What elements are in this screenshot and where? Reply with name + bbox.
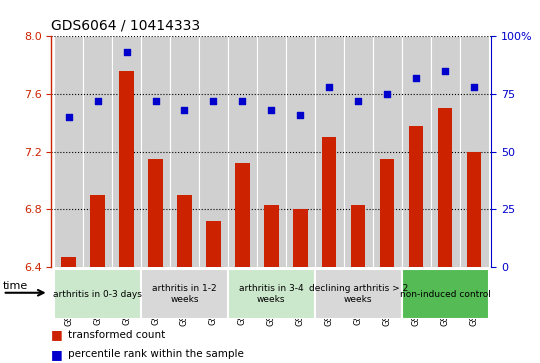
Bar (315, 36, 344, 267)
Bar (228, 36, 257, 267)
Text: arthritis in 1-2
weeks: arthritis in 1-2 weeks (152, 284, 217, 304)
Bar (438, 108, 453, 267)
Bar (467, 152, 481, 267)
Bar (83, 36, 112, 267)
Point (296, 112, 305, 118)
Bar (315, 269, 402, 319)
Point (412, 75, 421, 81)
Bar (141, 36, 170, 267)
Point (354, 98, 362, 104)
Bar (257, 36, 286, 267)
Bar (177, 195, 192, 267)
Bar (402, 36, 430, 267)
Bar (293, 209, 308, 267)
Point (151, 98, 160, 104)
Text: ■: ■ (51, 328, 63, 341)
Bar (206, 221, 221, 267)
Bar (460, 36, 489, 267)
Point (122, 49, 131, 55)
Bar (141, 269, 228, 319)
Bar (62, 257, 76, 267)
Point (325, 84, 334, 90)
Point (267, 107, 276, 113)
Bar (344, 36, 373, 267)
Text: time: time (3, 281, 28, 291)
Bar (119, 71, 134, 267)
Text: non-induced control: non-induced control (400, 290, 490, 298)
Bar (148, 159, 163, 267)
Bar (402, 269, 489, 319)
Bar (228, 269, 315, 319)
Bar (322, 137, 336, 267)
Bar (235, 163, 249, 267)
Bar (430, 36, 460, 267)
Point (383, 91, 391, 97)
Point (209, 98, 218, 104)
Bar (54, 269, 141, 319)
Bar (351, 205, 366, 267)
Text: arthritis in 0-3 days: arthritis in 0-3 days (53, 290, 142, 298)
Point (238, 98, 247, 104)
Text: percentile rank within the sample: percentile rank within the sample (68, 349, 244, 359)
Bar (264, 205, 279, 267)
Point (180, 107, 189, 113)
Text: transformed count: transformed count (68, 330, 165, 340)
Bar (199, 36, 228, 267)
Point (441, 68, 449, 74)
Bar (54, 36, 83, 267)
Text: GDS6064 / 10414333: GDS6064 / 10414333 (51, 19, 200, 32)
Bar (286, 36, 315, 267)
Bar (112, 36, 141, 267)
Bar (373, 36, 402, 267)
Bar (170, 36, 199, 267)
Bar (90, 195, 105, 267)
Bar (409, 126, 423, 267)
Bar (380, 159, 394, 267)
Point (64, 114, 73, 120)
Text: declining arthritis > 2
weeks: declining arthritis > 2 weeks (308, 284, 408, 304)
Point (470, 84, 478, 90)
Point (93, 98, 102, 104)
Text: ■: ■ (51, 348, 63, 361)
Text: arthritis in 3-4
weeks: arthritis in 3-4 weeks (239, 284, 303, 304)
